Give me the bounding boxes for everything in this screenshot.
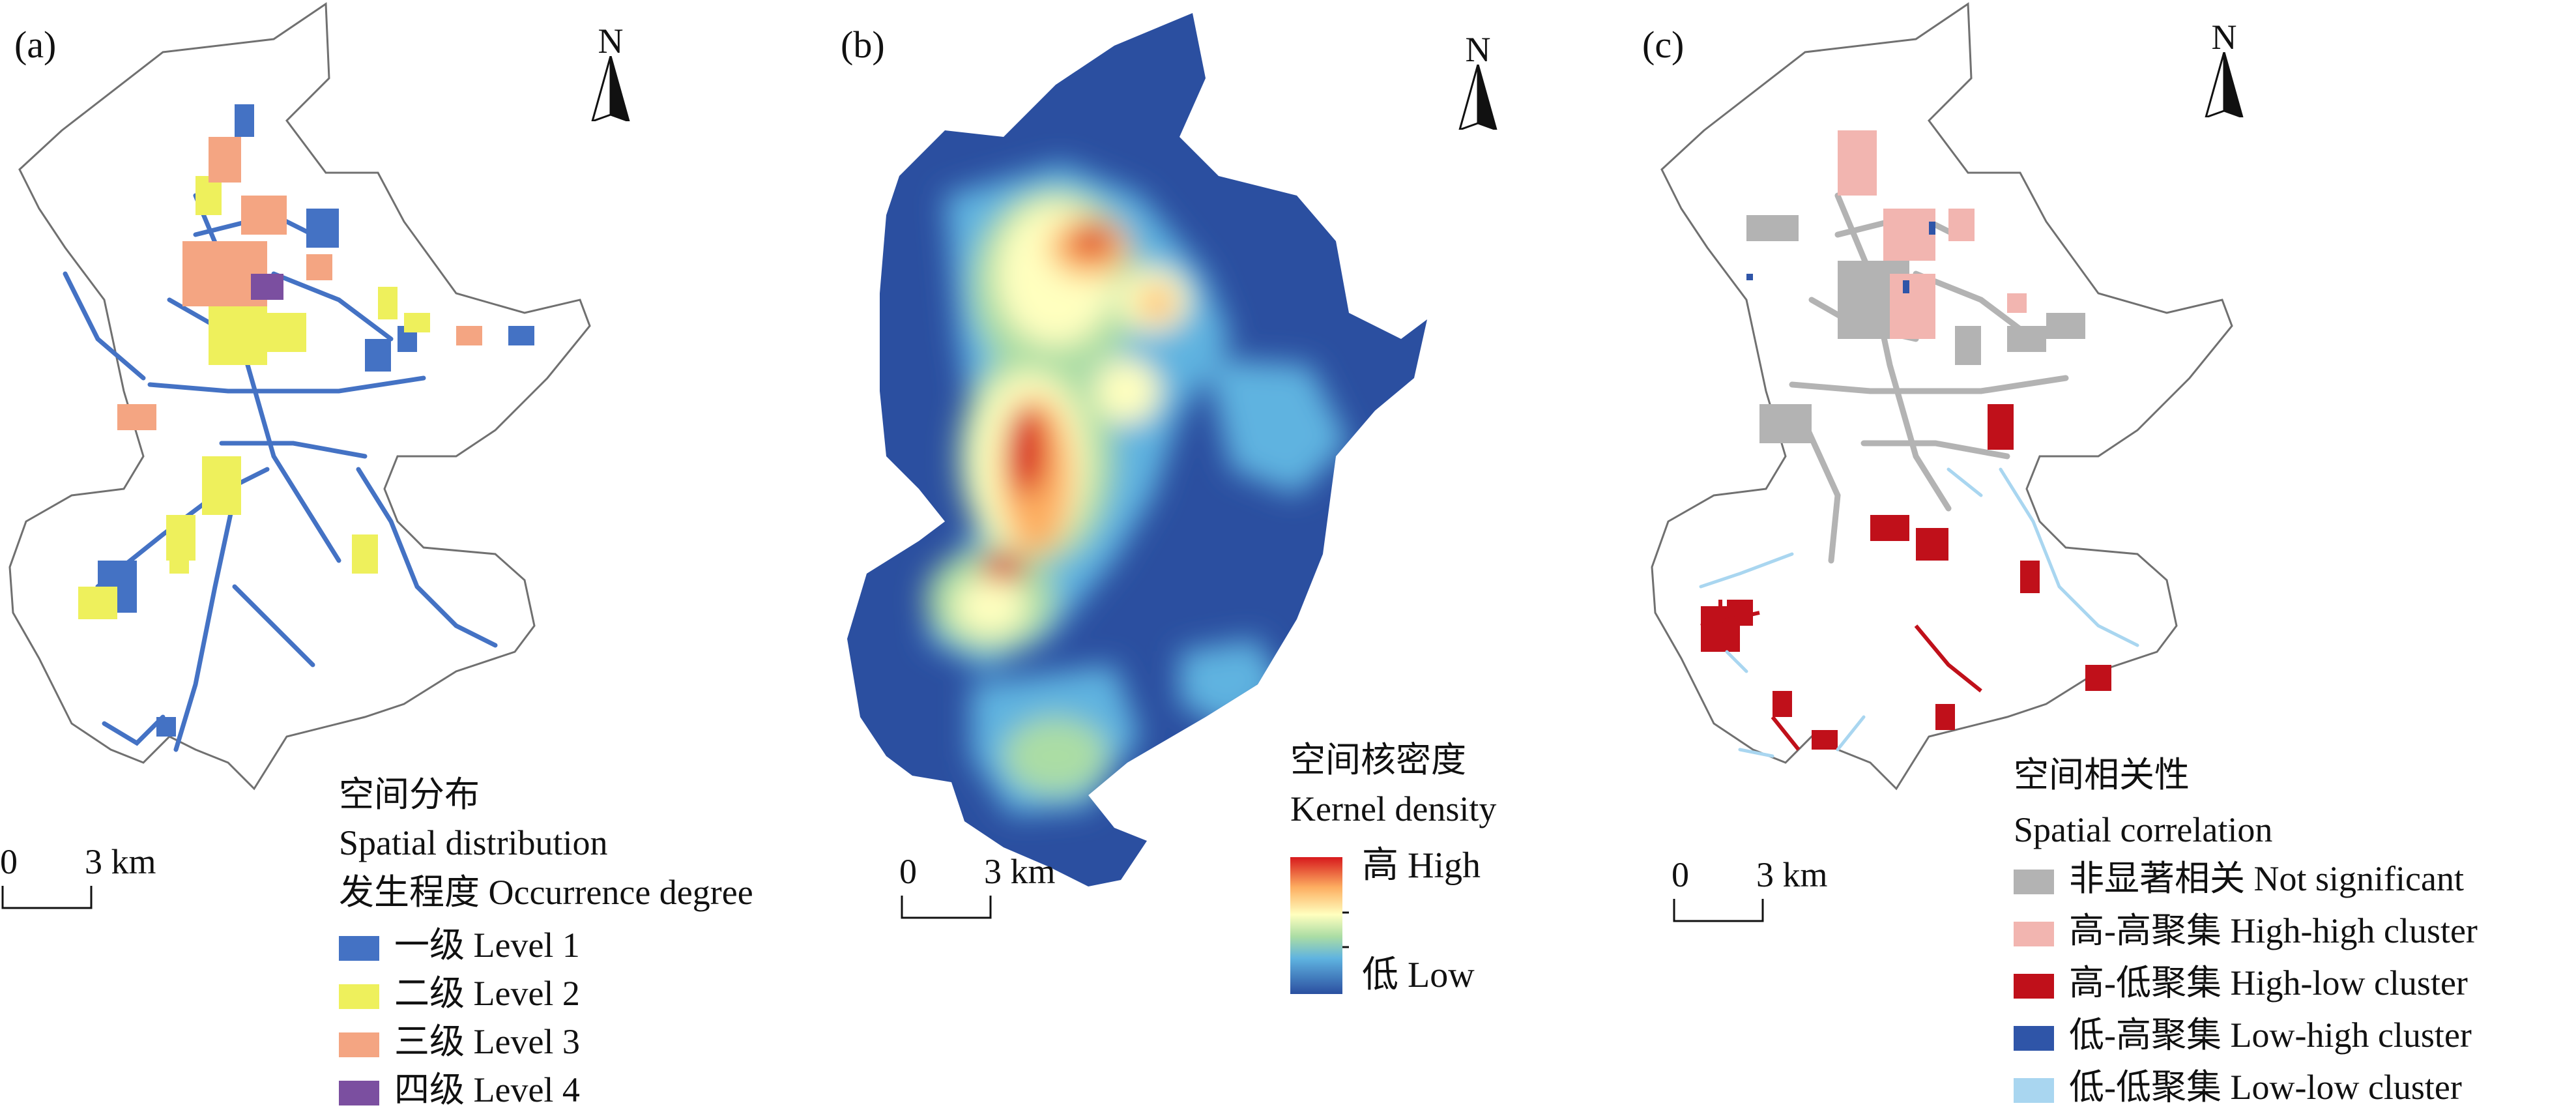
scale-bar: 0 3 km xyxy=(899,854,1069,926)
legend-label: 高-高聚集 High-high cluster xyxy=(2069,911,2478,950)
ramp-low-label: 低 Low xyxy=(1362,955,1475,995)
legend-swatch xyxy=(2014,974,2054,999)
spatial-correlation-map xyxy=(1651,2,2233,791)
legend-title-en: Spatial distribution xyxy=(339,823,608,862)
density-surface xyxy=(925,163,1349,815)
scale-zero: 0 xyxy=(1672,855,1689,894)
legend-title-en: Spatial correlation xyxy=(2014,810,2273,849)
legend-label: 低-高聚集 Low-high cluster xyxy=(2069,1016,2472,1055)
legend-swatch xyxy=(339,1032,379,1057)
scale-distance: 3 km xyxy=(85,842,156,881)
scale-bar: 0 3 km xyxy=(1672,857,1841,929)
high-high-patches xyxy=(1838,130,2027,339)
legend-label: 三级 Level 3 xyxy=(394,1022,580,1061)
legend-title-en: Kernel density xyxy=(1290,789,1497,828)
north-label: N xyxy=(2211,18,2237,57)
scale-distance: 3 km xyxy=(1756,855,1828,894)
legend-label: 一级 Level 1 xyxy=(394,926,580,965)
legend-label: 二级 Level 2 xyxy=(394,974,580,1013)
high-low-patches xyxy=(1701,404,2111,750)
north-arrow-icon xyxy=(1458,65,1498,130)
scale-zero: 0 xyxy=(0,842,18,881)
north-arrow-icon xyxy=(591,56,630,121)
north-arrow-icon xyxy=(2205,52,2244,117)
legend-swatch xyxy=(339,984,379,1009)
low-high-patches xyxy=(1746,222,1935,293)
panel-spatial-distribution: (a) xyxy=(0,0,841,1112)
scale-line xyxy=(901,896,992,919)
panel-label: (c) xyxy=(1642,23,1685,66)
scale-zero: 0 xyxy=(899,852,917,891)
ramp-high-label: 高 High xyxy=(1362,845,1481,886)
scale-line xyxy=(1,886,93,909)
legend-label: 非显著相关 Not significant xyxy=(2069,859,2464,898)
legend-title-cn: 空间分布 xyxy=(339,775,480,814)
level-1-patches xyxy=(98,104,534,737)
panel-spatial-correlation: (c) xyxy=(1642,0,2576,1112)
level-1-road-network xyxy=(63,193,498,752)
spatial-distribution-map xyxy=(8,2,591,791)
legend-label: 低-低聚集 Low-low cluster xyxy=(2069,1068,2462,1107)
legend-swatch xyxy=(339,936,379,961)
legend-swatch xyxy=(339,1081,379,1105)
scale-distance: 3 km xyxy=(984,852,1056,891)
district-boundary xyxy=(1651,2,2233,791)
legend-title-cn: 空间核密度 xyxy=(1290,740,1466,780)
scale-bar: 0 3 km xyxy=(0,844,169,916)
scale-line xyxy=(1673,899,1764,922)
district-boundary xyxy=(8,2,591,791)
north-label: N xyxy=(598,22,624,61)
low-low-network xyxy=(1699,467,2139,758)
north-label: N xyxy=(1465,30,1491,69)
level-4-patches xyxy=(251,274,283,300)
panel-kernel-density: (b) xyxy=(841,0,1642,1112)
legend-label: 高-低聚集 High-low cluster xyxy=(2069,963,2468,1002)
legend-swatch xyxy=(2014,922,2054,946)
legend-title-cn: 空间相关性 xyxy=(2014,755,2190,795)
high-low-network xyxy=(1700,600,1982,751)
panel-label: (a) xyxy=(14,23,57,66)
legend-swatch xyxy=(2014,1026,2054,1051)
north-arrow xyxy=(842,32,894,130)
panel-label: (b) xyxy=(841,23,885,66)
north-arrow: N xyxy=(585,23,637,121)
legend-subtitle: 发生程度 Occurrence degree xyxy=(339,873,753,912)
kernel-density-ramp xyxy=(1290,857,1349,994)
north-arrow: N xyxy=(2198,20,2250,117)
kernel-density-map xyxy=(847,13,1427,886)
legend-swatch xyxy=(2014,1078,2054,1103)
legend-swatch xyxy=(2014,870,2054,894)
north-arrow: N xyxy=(1452,32,1504,130)
legend-label: 四级 Level 4 xyxy=(394,1070,580,1109)
